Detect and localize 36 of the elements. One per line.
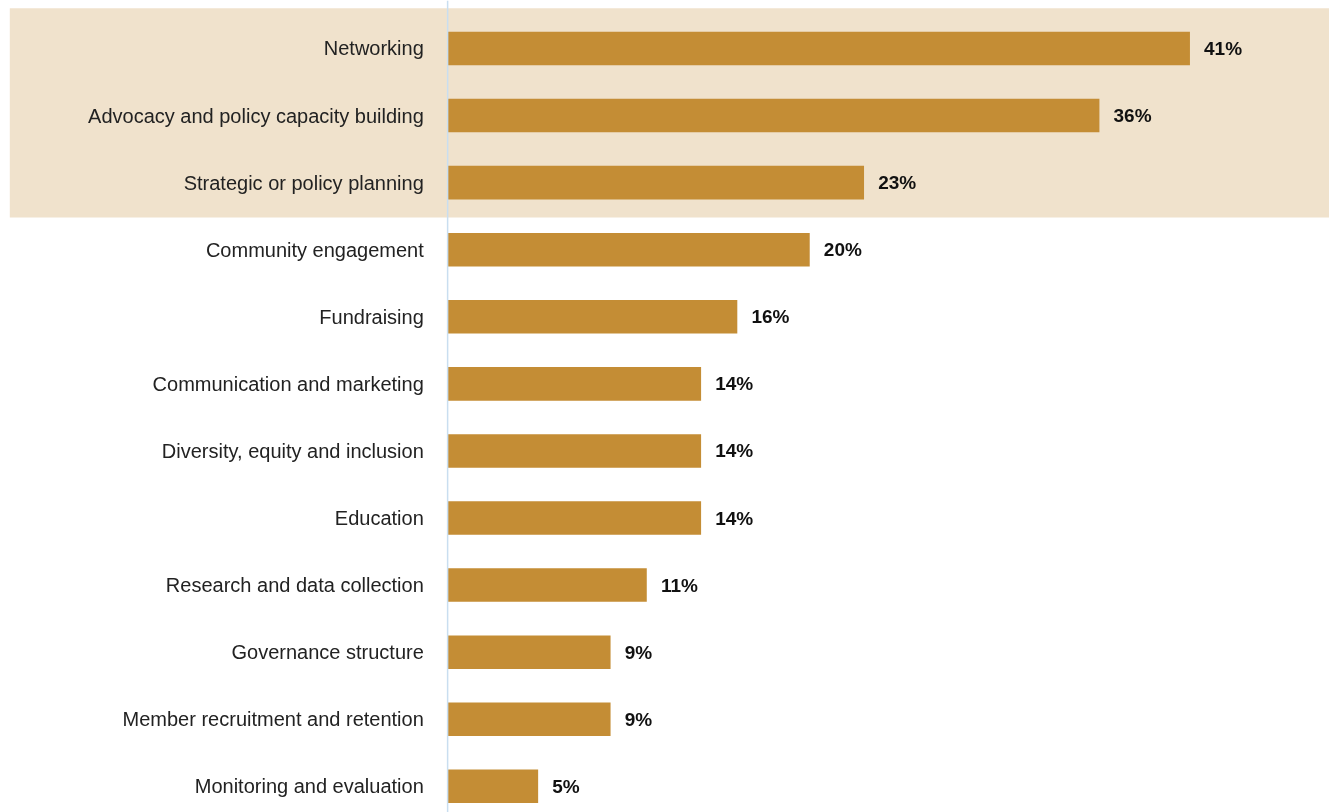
data-label: 36%: [1113, 105, 1152, 127]
y-tick-label: Networking: [323, 37, 424, 60]
bar: [447, 568, 647, 602]
y-tick-label: Education: [334, 507, 424, 530]
y-tick-label: Communication and marketing: [152, 372, 424, 395]
data-label: 41%: [1204, 37, 1243, 59]
bar: [447, 98, 1100, 133]
y-tick-label: Fundraising: [319, 305, 424, 328]
y-tick-label: Community engagement: [205, 238, 425, 261]
y-tick-label: Diversity, equity and inclusion: [161, 439, 424, 462]
bar: [447, 165, 865, 200]
y-tick-label: Monitoring and evaluation: [194, 775, 424, 798]
bar: [447, 367, 702, 401]
bar: [447, 232, 810, 267]
data-label: 11%: [660, 574, 698, 596]
y-tick-label: Strategic or policy planning: [183, 171, 424, 194]
data-label: 14%: [715, 440, 754, 462]
data-label: 9%: [624, 708, 653, 730]
bar: [447, 702, 611, 737]
bar: [447, 434, 702, 468]
data-label: 23%: [878, 172, 917, 194]
data-label: 16%: [751, 306, 790, 328]
data-label: 20%: [823, 239, 862, 261]
bar: [447, 635, 611, 669]
data-label: 14%: [715, 507, 754, 529]
bar: [447, 31, 1190, 66]
y-tick-label: Research and data collection: [165, 574, 424, 597]
bar: [447, 300, 738, 334]
data-label: 14%: [715, 373, 754, 395]
bar: [447, 501, 702, 535]
data-label: 5%: [552, 775, 580, 797]
bar: [447, 769, 539, 804]
y-tick-label: Advocacy and policy capacity building: [88, 104, 424, 127]
y-tick-label: Governance structure: [231, 641, 424, 664]
data-label: 9%: [624, 641, 653, 663]
y-tick-label: Member recruitment and retention: [122, 708, 424, 731]
